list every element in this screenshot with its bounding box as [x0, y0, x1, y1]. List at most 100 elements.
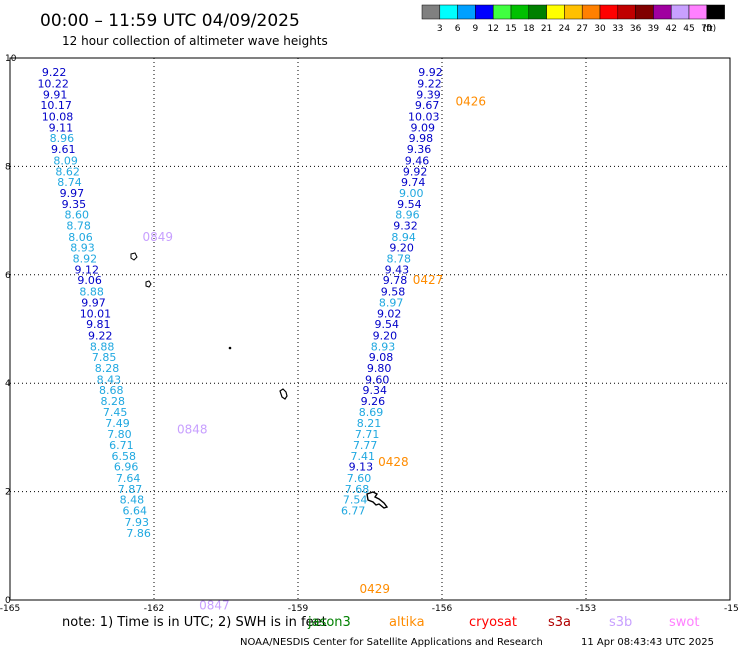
- wave-height-label: 9.60: [365, 373, 390, 386]
- wave-height-label: 9.67: [415, 99, 440, 112]
- wave-height-label: 10.03: [408, 111, 440, 124]
- wave-height-label: 9.13: [349, 461, 374, 474]
- wave-height-label: 6.77: [341, 505, 366, 518]
- wave-height-label: 7.64: [116, 472, 141, 485]
- satellite-label-altika: altika: [389, 615, 425, 630]
- wave-height-label: 8.06: [68, 231, 93, 244]
- legend-swatch: [510, 4, 530, 20]
- wave-height-label: 9.02: [377, 307, 402, 320]
- wave-height-label: 9.32: [393, 219, 418, 232]
- wave-height-label: 9.39: [416, 88, 441, 101]
- credit-text: NOAA/NESDIS Center for Satellite Applica…: [240, 637, 543, 648]
- wave-height-label: 9.92: [418, 66, 443, 79]
- wave-height-label: 9.78: [383, 274, 408, 287]
- chart-title: 00:00 – 11:59 UTC 04/09/2025: [40, 11, 300, 31]
- wave-height-label: 9.22: [417, 77, 442, 90]
- wave-height-label: 9.81: [86, 318, 111, 331]
- x-axis-ticks: -165 -162 -159 -156 -153 -15: [0, 604, 739, 614]
- wave-height-label: 9.92: [403, 165, 428, 178]
- island-outline: [228, 346, 232, 350]
- satellite-label-swot: swot: [669, 615, 699, 630]
- wave-height-label: 8.94: [391, 231, 416, 244]
- wave-height-label: 8.78: [66, 219, 91, 232]
- wave-height-label: 9.08: [369, 351, 394, 364]
- y-tick-label: 10: [5, 54, 17, 64]
- wave-height-label: 8.93: [70, 242, 95, 255]
- legend-bin-label: 24: [559, 24, 571, 34]
- wave-height-label: 9.00: [399, 187, 424, 200]
- wave-height-label: 7.86: [126, 527, 151, 540]
- wave-height-label: 8.09: [53, 154, 78, 167]
- wave-height-label: 9.36: [407, 143, 432, 156]
- wave-height-label: 6.96: [114, 461, 139, 474]
- wave-height-label: 9.09: [411, 121, 436, 134]
- wave-height-label: 8.93: [371, 340, 396, 353]
- legend-bin-label: 9: [473, 24, 479, 34]
- pass-time-label: 0848: [177, 422, 208, 436]
- legend-bin-label: 30: [594, 24, 606, 34]
- legend-bin-label: 15: [505, 24, 516, 34]
- legend-bin-label: 36: [630, 24, 642, 34]
- plot-frame: [9, 57, 731, 601]
- wave-height-label: 9.61: [51, 143, 76, 156]
- wave-height-label: 9.12: [75, 263, 100, 276]
- wave-height-label: 6.64: [123, 505, 148, 518]
- wave-height-label: 9.46: [405, 154, 430, 167]
- wave-height-label: 10.01: [80, 307, 112, 320]
- wave-height-label: 7.71: [355, 428, 380, 441]
- wave-height-label: 7.60: [347, 472, 372, 485]
- wave-height-label: 10.17: [40, 99, 72, 112]
- wave-height-label: 8.74: [57, 176, 82, 189]
- wave-height-label: 8.97: [379, 296, 404, 309]
- wave-height-label: 6.71: [109, 439, 134, 452]
- wave-height-label: 8.21: [357, 417, 382, 430]
- legend-swatch: [421, 4, 441, 20]
- wave-height-label: 7.93: [124, 516, 149, 529]
- wave-height-label: 9.54: [375, 318, 400, 331]
- wave-height-label: 9.97: [60, 187, 85, 200]
- wave-height-label: 9.58: [381, 286, 406, 299]
- pass-time-label: 0427: [413, 273, 444, 287]
- wave-height-label: 8.28: [95, 362, 120, 375]
- wave-height-label: 8.92: [73, 253, 98, 266]
- wave-height-label: 9.35: [62, 198, 87, 211]
- legend-bin-label: 12: [487, 24, 498, 34]
- wave-height-label: 9.20: [389, 242, 414, 255]
- wave-height-label: 9.98: [409, 132, 434, 145]
- wave-height-label: 9.91: [43, 88, 68, 101]
- wave-height-label: 8.28: [100, 395, 125, 408]
- wave-height-label: 9.43: [385, 263, 410, 276]
- legend-swatch: [528, 4, 547, 20]
- wave-height-label: 9.22: [42, 66, 67, 79]
- wave-height-label: 9.06: [77, 274, 102, 287]
- legend-unit: (ft): [703, 24, 717, 34]
- timestamp-text: 11 Apr 08:43:43 UTC 2025: [581, 637, 714, 648]
- legend-swatch: [617, 4, 636, 20]
- legend-swatch: [581, 4, 601, 20]
- wave-height-label: 9.97: [81, 296, 106, 309]
- wave-height-label: 8.96: [50, 132, 75, 145]
- legend-bin-label: 42: [665, 24, 676, 34]
- legend-bin-label: 45: [683, 24, 694, 34]
- island-outline: [366, 491, 389, 509]
- chart-subtitle: 12 hour collection of altimeter wave hei…: [62, 34, 328, 48]
- legend-bin-label: 18: [523, 24, 535, 34]
- wave-height-label: 7.85: [92, 351, 117, 364]
- wave-height-values: 9.2210.229.9110.1710.089.118.969.618.098…: [37, 66, 442, 540]
- wave-height-label: 9.11: [49, 121, 74, 134]
- wave-height-label: 9.34: [363, 384, 388, 397]
- legend-swatch: [475, 4, 494, 20]
- wave-height-label: 8.60: [64, 209, 89, 222]
- legend-swatch: [653, 4, 672, 20]
- wave-height-label: 9.80: [367, 362, 392, 375]
- wave-height-label: 8.62: [55, 165, 80, 178]
- wave-height-label: 7.41: [351, 450, 376, 463]
- wave-height-label: 9.20: [373, 330, 398, 343]
- legend-bin-label: 70: [701, 24, 713, 34]
- pass-time-label: 0847: [199, 598, 230, 612]
- x-tick-label: -15: [724, 604, 739, 614]
- wave-height-label: 7.49: [105, 417, 130, 430]
- wave-height-label: 8.88: [90, 340, 115, 353]
- wave-height-label: 8.96: [395, 209, 420, 222]
